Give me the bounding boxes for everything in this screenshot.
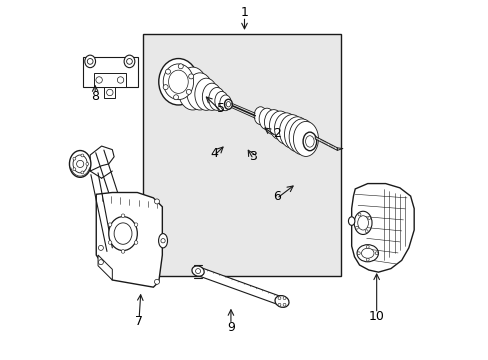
Circle shape (365, 230, 367, 233)
Ellipse shape (186, 73, 213, 110)
Ellipse shape (159, 59, 198, 105)
Text: 9: 9 (226, 321, 234, 334)
Circle shape (188, 74, 193, 79)
Ellipse shape (361, 248, 373, 258)
Circle shape (98, 246, 103, 250)
Ellipse shape (279, 114, 304, 148)
Ellipse shape (288, 119, 314, 155)
Text: 3: 3 (249, 150, 257, 163)
Ellipse shape (224, 99, 232, 109)
Circle shape (134, 223, 138, 226)
Ellipse shape (264, 110, 283, 135)
Circle shape (278, 297, 280, 300)
Text: 7: 7 (135, 315, 143, 328)
Polygon shape (96, 193, 162, 287)
Circle shape (73, 157, 76, 160)
Bar (142, 33, 340, 276)
Circle shape (173, 95, 178, 100)
Ellipse shape (114, 223, 132, 244)
Ellipse shape (168, 70, 188, 93)
Circle shape (108, 223, 112, 226)
Polygon shape (83, 57, 138, 87)
Ellipse shape (177, 67, 207, 110)
Ellipse shape (194, 78, 217, 111)
Circle shape (81, 171, 83, 174)
Ellipse shape (254, 107, 266, 125)
Circle shape (126, 59, 132, 64)
Ellipse shape (226, 102, 230, 107)
Circle shape (81, 154, 83, 157)
Text: 8: 8 (91, 90, 99, 103)
Ellipse shape (73, 155, 87, 173)
Circle shape (355, 226, 358, 229)
Polygon shape (315, 136, 337, 150)
Circle shape (163, 85, 168, 90)
Circle shape (178, 64, 183, 69)
Text: 5: 5 (217, 102, 225, 115)
Circle shape (154, 199, 159, 204)
Circle shape (73, 168, 76, 171)
Polygon shape (94, 73, 125, 87)
Circle shape (77, 160, 83, 167)
Ellipse shape (69, 150, 91, 177)
Circle shape (186, 89, 191, 94)
Polygon shape (104, 87, 115, 98)
Ellipse shape (259, 108, 274, 130)
Ellipse shape (353, 211, 371, 234)
Ellipse shape (108, 217, 137, 251)
Circle shape (108, 241, 112, 244)
Circle shape (121, 249, 124, 253)
Ellipse shape (303, 132, 316, 151)
Ellipse shape (274, 296, 288, 307)
Circle shape (165, 69, 170, 74)
Polygon shape (351, 184, 413, 272)
Circle shape (106, 89, 113, 96)
Circle shape (161, 239, 165, 243)
Text: 1: 1 (240, 6, 248, 19)
Text: 2: 2 (272, 127, 280, 140)
Circle shape (195, 269, 200, 274)
Circle shape (357, 252, 360, 255)
Ellipse shape (214, 91, 228, 111)
Ellipse shape (274, 113, 298, 144)
Ellipse shape (124, 55, 135, 68)
Ellipse shape (208, 87, 225, 111)
Polygon shape (196, 267, 283, 306)
Circle shape (96, 77, 102, 83)
Circle shape (134, 241, 138, 244)
Ellipse shape (202, 83, 221, 111)
Circle shape (154, 279, 159, 284)
Polygon shape (98, 255, 112, 280)
Ellipse shape (284, 117, 309, 152)
Ellipse shape (305, 136, 313, 147)
Ellipse shape (348, 217, 354, 225)
Text: 6: 6 (272, 190, 280, 203)
Circle shape (357, 213, 360, 216)
Ellipse shape (220, 95, 231, 111)
Circle shape (283, 303, 285, 306)
Ellipse shape (192, 266, 204, 276)
Circle shape (98, 260, 103, 265)
Circle shape (367, 217, 370, 220)
Circle shape (117, 77, 123, 83)
Circle shape (278, 303, 280, 306)
Ellipse shape (356, 245, 378, 262)
Circle shape (86, 162, 88, 165)
Circle shape (374, 252, 377, 255)
Ellipse shape (269, 111, 290, 140)
Ellipse shape (84, 55, 95, 68)
Ellipse shape (163, 64, 193, 100)
Ellipse shape (357, 216, 367, 230)
Polygon shape (90, 146, 114, 171)
Circle shape (121, 214, 124, 217)
Circle shape (87, 59, 93, 64)
Ellipse shape (158, 234, 167, 248)
Circle shape (366, 258, 368, 261)
Text: 4: 4 (210, 147, 218, 160)
Ellipse shape (293, 121, 318, 157)
Circle shape (283, 297, 285, 300)
Text: 10: 10 (368, 310, 384, 323)
Circle shape (366, 246, 368, 248)
